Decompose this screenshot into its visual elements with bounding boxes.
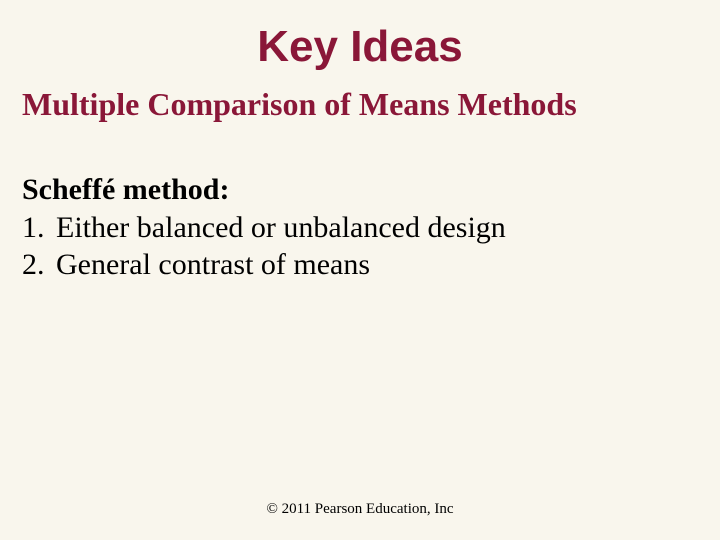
method-name: Scheffé method: <box>22 171 698 209</box>
list-item-text: Either balanced or unbalanced design <box>56 209 506 247</box>
slide: Key Ideas Multiple Comparison of Means M… <box>0 0 720 540</box>
list-item: 2. General contrast of means <box>22 246 698 284</box>
list-item-number: 1. <box>22 209 56 247</box>
list-item-text: General contrast of means <box>56 246 370 284</box>
slide-subtitle: Multiple Comparison of Means Methods <box>0 72 720 123</box>
slide-title: Key Ideas <box>0 0 720 72</box>
list-item: 1. Either balanced or unbalanced design <box>22 209 698 247</box>
list-item-number: 2. <box>22 246 56 284</box>
copyright-footer: © 2011 Pearson Education, Inc <box>0 501 720 518</box>
slide-body: Scheffé method: 1. Either balanced or un… <box>0 123 720 284</box>
